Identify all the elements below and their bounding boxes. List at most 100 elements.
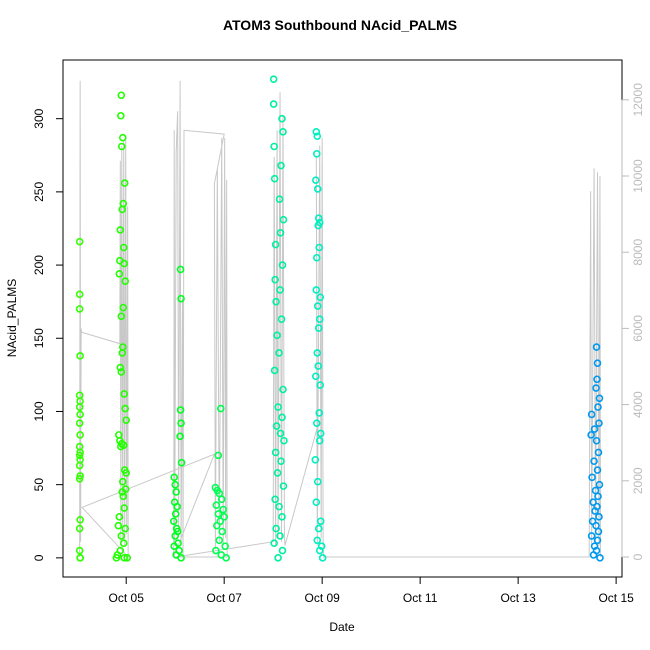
data-point [594, 403, 602, 411]
data-point [278, 261, 287, 269]
data-point [314, 221, 323, 230]
data-point [222, 554, 230, 562]
x-tick-label: Oct 11 [403, 591, 438, 605]
x-tick-label: Oct 09 [304, 591, 340, 605]
data-point [75, 305, 84, 313]
data-point [215, 536, 224, 545]
data-point [214, 510, 223, 518]
data-point [112, 554, 121, 562]
data-point [120, 554, 129, 562]
chart-title: ATOM3 Southbound NAcid_PALMS [223, 17, 457, 33]
data-point [279, 385, 287, 394]
data-point [315, 436, 324, 445]
data-point [594, 527, 603, 536]
data-point [316, 429, 325, 438]
data-point [176, 432, 184, 441]
data-point [278, 413, 286, 422]
y-tick-label: 250 [32, 182, 46, 202]
data-point [587, 431, 595, 439]
data-point [315, 546, 324, 555]
data-point [312, 419, 321, 427]
data-point [275, 195, 284, 203]
data-point [276, 532, 284, 540]
data-point [270, 366, 279, 375]
data-point [277, 161, 285, 170]
data-point [595, 419, 603, 427]
data-point [595, 513, 603, 521]
data-point [591, 507, 599, 515]
y-tick-label: 100 [32, 401, 46, 421]
data-point [276, 286, 284, 294]
data-point [276, 229, 285, 237]
data-point [314, 324, 323, 332]
data-point [593, 466, 602, 474]
y2-tick-label: 0 [631, 553, 645, 560]
data-point [314, 524, 323, 533]
data-point [272, 524, 280, 533]
data-point [118, 477, 127, 486]
data-point [171, 480, 179, 489]
data-point [277, 315, 286, 324]
data-point [269, 100, 278, 108]
data-point [313, 536, 322, 545]
data-point [314, 214, 323, 223]
data-point [121, 277, 130, 285]
data-point [589, 551, 598, 559]
data-point [595, 394, 604, 403]
data-point [313, 132, 322, 141]
data-point [76, 554, 84, 562]
data-point [75, 290, 84, 299]
data-point [311, 176, 320, 184]
data-point [276, 429, 285, 438]
data-point [115, 270, 124, 278]
data-point [275, 502, 283, 511]
data-point [277, 457, 285, 466]
data-point [177, 419, 185, 427]
data-point [275, 349, 283, 357]
data-point [311, 372, 320, 381]
data-point [76, 472, 84, 480]
data-point [274, 403, 282, 411]
data-point [316, 381, 325, 389]
data-point [270, 174, 279, 183]
data-point [119, 303, 128, 312]
y-tick-label: 300 [32, 108, 46, 128]
data-point [213, 521, 221, 530]
data-point [76, 352, 84, 360]
data-point [312, 253, 321, 262]
data-point [118, 205, 127, 214]
data-point [316, 293, 325, 302]
data-point [169, 517, 178, 526]
data-point [76, 410, 84, 419]
data-point [119, 243, 128, 252]
data-point [76, 448, 84, 457]
data-point [279, 215, 288, 224]
data-point [75, 461, 84, 470]
data-point [278, 546, 287, 555]
data-point [315, 409, 324, 417]
data-point [171, 510, 180, 518]
data-point [313, 302, 322, 310]
data-point [271, 495, 279, 504]
data-point [590, 457, 598, 466]
data-point [589, 498, 597, 507]
data-point [75, 419, 84, 427]
data-point [117, 91, 126, 100]
y-tick-label: 0 [32, 554, 46, 561]
data-point [117, 442, 125, 451]
data-point [177, 458, 186, 467]
data-point [170, 542, 179, 550]
data-point [171, 532, 179, 540]
data-point [75, 403, 84, 411]
data-point [587, 532, 596, 540]
data-point [588, 473, 596, 482]
data-point [75, 451, 84, 460]
x-tick-label: Oct 05 [109, 591, 145, 605]
data-point [122, 416, 130, 425]
data-point [312, 150, 321, 158]
data-point [116, 226, 125, 234]
y2-tick-label: 2000 [631, 467, 645, 494]
data-point [274, 554, 282, 562]
x-tick-label: Oct 07 [207, 591, 243, 605]
data-point [117, 532, 126, 540]
